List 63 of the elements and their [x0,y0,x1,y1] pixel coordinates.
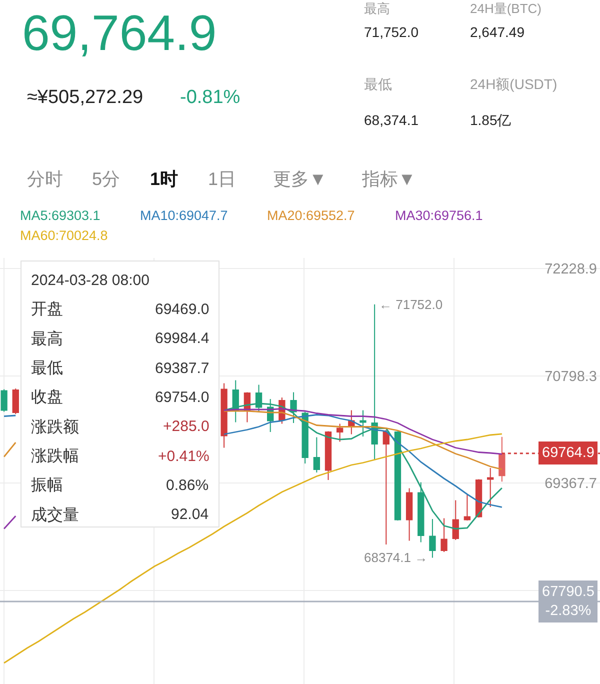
candlestick [313,436,320,473]
annotation: 0.86% [166,477,209,494]
annotation: 收盘 [31,389,63,406]
annotation: +0.41% [158,448,210,465]
chart-title: 69,764.9 [22,5,217,61]
y-tick-label: 70798.3 [544,368,597,385]
annotation: 振幅 [31,477,63,494]
ref-line-label: 67790.5 -2.83% [542,584,594,619]
annotation: 69754.0 [155,389,210,406]
candlestick [498,436,506,482]
candlestick [394,430,402,521]
y-tick-label: 72228.9 [544,262,597,278]
annotation: 2024-03-28 08:00 [31,272,150,289]
candlestick [452,500,459,540]
text: 24H额(USDT) [470,76,558,92]
candlestick [487,468,494,508]
y-tick-label: 69367.7 [544,476,597,492]
annotation: 最低 [31,360,63,377]
text: MA30:69756.1 [395,208,483,223]
candlestick [406,488,413,542]
candlestick [464,494,471,521]
text: 1时 [150,169,178,189]
candlestick [324,430,332,480]
text: 1.85亿 [470,112,512,128]
text: 71,752.0 [364,24,419,40]
candlestick [360,410,366,437]
text: MA5:69303.1 [20,208,100,223]
text: MA10:69047.7 [140,208,228,223]
text: MA60:70024.8 [20,228,108,243]
candlestick [440,518,448,552]
candlestick [382,429,390,545]
text: 指标▼ [361,169,416,189]
candlestick [0,388,8,412]
text: 68,374.1 [364,112,419,128]
text: 最低 [364,76,392,92]
text: MA20:69552.7 [267,208,355,223]
ref-line-label: 69764.9 [542,445,594,461]
text: -0.81% [180,87,240,108]
annotation: 开盘 [31,301,63,318]
annotation: 69984.4 [155,330,210,347]
text: 5分 [92,169,120,189]
annotation: 68374.1 → [364,550,428,565]
annotation: 69387.7 [155,360,210,377]
annotation: +285.0 [163,418,210,435]
candlestick [12,388,19,414]
annotation: ← 71752.0 [379,297,443,312]
text: 1日 [208,169,236,189]
text: 分时 [27,169,63,189]
text: ≈¥505,272.29 [27,87,144,108]
candlestick [220,382,228,448]
candlestick [429,518,436,558]
text: 更多▼ [273,169,327,189]
annotation: 涨跌幅 [31,447,79,465]
text: 24H量(BTC) [470,1,542,16]
annotation: 涨跌额 [31,418,79,436]
text: 最高 [364,1,390,16]
candlestick [336,423,344,442]
annotation: 最高 [31,330,63,348]
annotation: 69469.0 [155,301,210,318]
annotation: 92.04 [171,506,209,523]
text: 2,647.49 [470,24,525,40]
annotation: 成交量 [31,506,79,524]
line-series [3,433,503,664]
